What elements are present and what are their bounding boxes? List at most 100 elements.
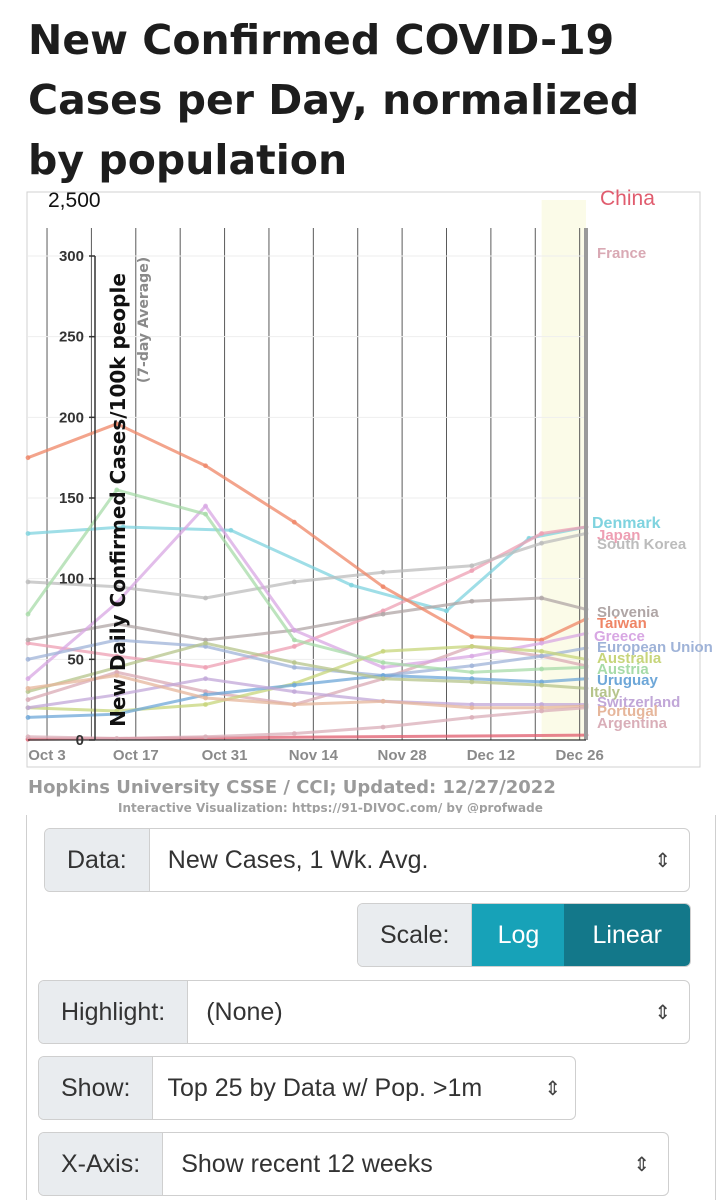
data-point bbox=[380, 569, 386, 575]
x-tick-label: Dec 26 bbox=[555, 747, 603, 764]
highlight-value: (None) bbox=[206, 997, 283, 1026]
data-point bbox=[469, 653, 475, 659]
data-point bbox=[203, 595, 208, 601]
data-point bbox=[539, 531, 545, 536]
series-end-label: Switzerland bbox=[597, 694, 680, 711]
data-point bbox=[539, 648, 545, 654]
data-point bbox=[291, 637, 297, 643]
y-axis-title: New Daily Confirmed Cases/100k people bbox=[106, 273, 130, 727]
data-point bbox=[380, 611, 386, 617]
data-point bbox=[114, 421, 120, 427]
data-point bbox=[539, 708, 545, 714]
data-point bbox=[539, 666, 545, 672]
highlight-select[interactable]: Highlight: (None) ⇕ bbox=[38, 980, 690, 1044]
data-point bbox=[469, 568, 475, 573]
series-line bbox=[26, 488, 587, 674]
series-line bbox=[27, 596, 587, 642]
data-point bbox=[25, 455, 31, 461]
data-point bbox=[25, 685, 31, 691]
series-end-label: Slovenia bbox=[597, 604, 659, 621]
scale-toggle: Scale: Log Linear bbox=[357, 903, 691, 967]
series-end-label: China bbox=[600, 187, 655, 210]
series-line bbox=[27, 504, 587, 680]
highlight-dropdown[interactable]: (None) ⇕ bbox=[188, 981, 689, 1043]
data-point bbox=[539, 640, 545, 646]
data-select[interactable]: Data: New Cases, 1 Wk. Avg. ⇕ bbox=[44, 828, 690, 892]
data-point bbox=[539, 653, 545, 659]
data-point bbox=[539, 540, 545, 546]
scale-linear-button[interactable]: Linear bbox=[564, 904, 690, 966]
series-end-label: France bbox=[597, 245, 646, 262]
data-point bbox=[114, 692, 120, 698]
scale-label: Scale: bbox=[358, 904, 473, 966]
data-point bbox=[291, 660, 297, 665]
data-point bbox=[469, 705, 475, 711]
data-point bbox=[348, 582, 354, 588]
x-tick-label: Nov 14 bbox=[289, 747, 339, 764]
data-point bbox=[469, 679, 475, 685]
data-point bbox=[114, 600, 120, 606]
data-point bbox=[203, 676, 208, 682]
data-point bbox=[469, 563, 475, 569]
xaxis-dropdown[interactable]: Show recent 12 weeks ⇕ bbox=[163, 1133, 668, 1195]
source-text: Hopkins University CSSE / CCI; Updated: … bbox=[28, 777, 556, 798]
data-point bbox=[25, 656, 31, 662]
y-tick-label: 200 bbox=[59, 409, 84, 426]
data-point bbox=[25, 637, 31, 643]
chevron-updown-icon: ⇕ bbox=[633, 1152, 650, 1176]
data-point bbox=[469, 644, 475, 649]
data-point bbox=[380, 724, 386, 730]
data-point bbox=[203, 511, 208, 517]
show-value: Top 25 by Data w/ Pop. >1m bbox=[167, 1073, 483, 1102]
data-point bbox=[203, 734, 208, 740]
x-tick-label: Oct 3 bbox=[28, 747, 66, 764]
show-dropdown[interactable]: Top 25 by Data w/ Pop. >1m ⇕ bbox=[153, 1057, 575, 1119]
show-label: Show: bbox=[39, 1057, 154, 1119]
series-line bbox=[27, 677, 586, 710]
series-end-label: Denmark bbox=[592, 515, 661, 532]
series-line bbox=[27, 525, 587, 669]
data-point bbox=[380, 660, 386, 665]
data-point bbox=[25, 611, 31, 617]
data-dropdown[interactable]: New Cases, 1 Wk. Avg. ⇕ bbox=[150, 829, 689, 891]
page-title: New Confirmed COVID-19 Cases per Day, no… bbox=[28, 16, 640, 184]
scale-log-button[interactable]: Log bbox=[472, 904, 565, 966]
data-point bbox=[380, 676, 386, 682]
data-point bbox=[539, 682, 545, 688]
data-point bbox=[291, 702, 297, 707]
data-point bbox=[203, 640, 208, 646]
chevron-updown-icon: ⇕ bbox=[654, 1000, 671, 1024]
data-point bbox=[291, 627, 297, 633]
data-point bbox=[380, 648, 386, 654]
series-end-label: Greece bbox=[594, 628, 645, 645]
x-tick-label: Oct 31 bbox=[202, 747, 248, 764]
data-point bbox=[291, 682, 297, 688]
xaxis-value: Show recent 12 weeks bbox=[181, 1149, 433, 1178]
data-point bbox=[469, 598, 475, 604]
data-point bbox=[539, 595, 545, 601]
data-point bbox=[291, 644, 297, 649]
data-point bbox=[25, 705, 31, 711]
data-point bbox=[203, 503, 208, 509]
show-select[interactable]: Show: Top 25 by Data w/ Pop. >1m ⇕ bbox=[38, 1056, 576, 1120]
data-point bbox=[291, 689, 297, 694]
series-line bbox=[27, 673, 587, 719]
data-value: New Cases, 1 Wk. Avg. bbox=[167, 845, 429, 874]
xaxis-select[interactable]: X-Axis: Show recent 12 weeks ⇕ bbox=[38, 1132, 669, 1196]
data-point bbox=[291, 731, 297, 736]
data-point bbox=[203, 695, 208, 701]
data-point bbox=[203, 702, 208, 707]
data-point bbox=[114, 711, 120, 717]
xaxis-label: X-Axis: bbox=[39, 1133, 164, 1195]
highlight-label: Highlight: bbox=[39, 981, 189, 1043]
data-point bbox=[25, 531, 31, 536]
data-point bbox=[380, 698, 386, 704]
series-end-label: Taiwan bbox=[597, 615, 647, 632]
data-label: Data: bbox=[45, 829, 150, 891]
series-end-label: Australia bbox=[597, 650, 662, 667]
series-line bbox=[27, 706, 587, 740]
data-point bbox=[114, 665, 120, 670]
data-point bbox=[114, 673, 120, 678]
data-point bbox=[114, 653, 120, 659]
